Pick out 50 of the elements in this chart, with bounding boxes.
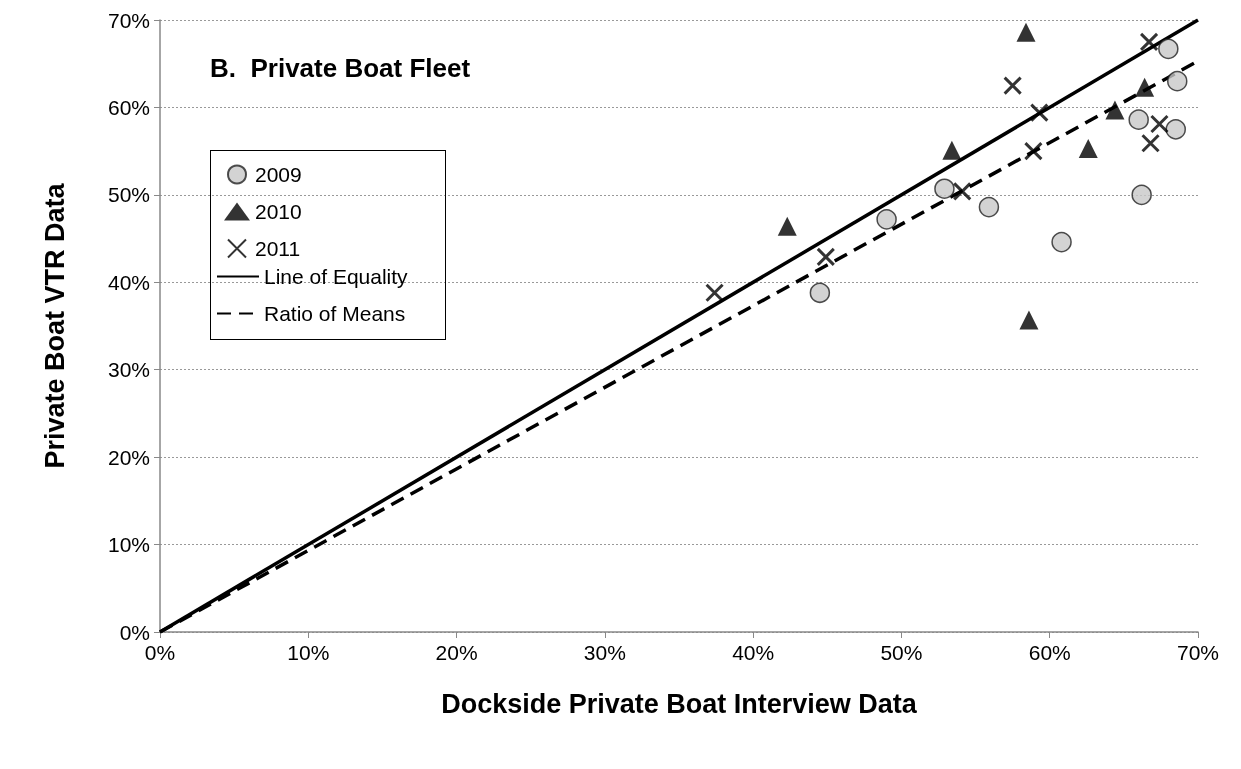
legend-label: Line of Equality (264, 265, 409, 288)
point (1131, 184, 1152, 206)
y-axis-title: Private Boat VTR Data (39, 182, 70, 469)
point (1149, 114, 1169, 134)
x-tick-label: 30% (583, 641, 626, 664)
y-tick-label: 50% (107, 183, 150, 207)
point (705, 283, 725, 303)
legend-label: Ratio of Means (264, 302, 406, 325)
point (1165, 119, 1187, 140)
text: B. Private Boat Fleet (210, 53, 471, 83)
legend-label: 2009 (255, 163, 302, 186)
point (1167, 70, 1188, 92)
x-tick-label: 50% (880, 641, 923, 664)
point (1016, 22, 1036, 42)
point (1029, 103, 1049, 123)
x-axis-title: Dockside Private Boat Interview Data (441, 688, 918, 719)
y-tick-label: 10% (107, 533, 150, 557)
point (1078, 139, 1098, 159)
point (1003, 76, 1023, 96)
y-tick-label: 0% (119, 620, 150, 644)
point (952, 181, 972, 201)
point (1141, 133, 1161, 153)
point (876, 209, 897, 230)
point (934, 178, 955, 199)
point (1135, 77, 1155, 97)
point (1019, 310, 1039, 330)
point (1128, 109, 1149, 130)
point (816, 247, 836, 267)
y-tick-label: 60% (107, 95, 150, 119)
legend-label: 2011 (255, 237, 301, 260)
x-tick-label: 20% (435, 641, 478, 664)
point (1158, 38, 1179, 60)
x-tick-label: 10% (287, 641, 330, 664)
point (777, 216, 797, 236)
x-tick-label: 60% (1028, 641, 1071, 664)
point (1023, 141, 1043, 161)
point (809, 282, 831, 304)
legend-label: 2010 (255, 200, 302, 223)
y-tick-label: 30% (107, 358, 150, 382)
x-tick-label: 70% (1176, 641, 1220, 664)
y-tick-label: 40% (107, 270, 150, 294)
point (1105, 100, 1125, 120)
x-tick-label: 40% (732, 641, 775, 664)
point (1051, 231, 1072, 253)
point (978, 196, 1000, 218)
y-tick-label: 20% (107, 445, 150, 469)
y-tick-label: 70% (107, 8, 150, 32)
point (942, 140, 962, 160)
x-tick-label: 0% (144, 641, 176, 664)
point (1139, 32, 1159, 52)
